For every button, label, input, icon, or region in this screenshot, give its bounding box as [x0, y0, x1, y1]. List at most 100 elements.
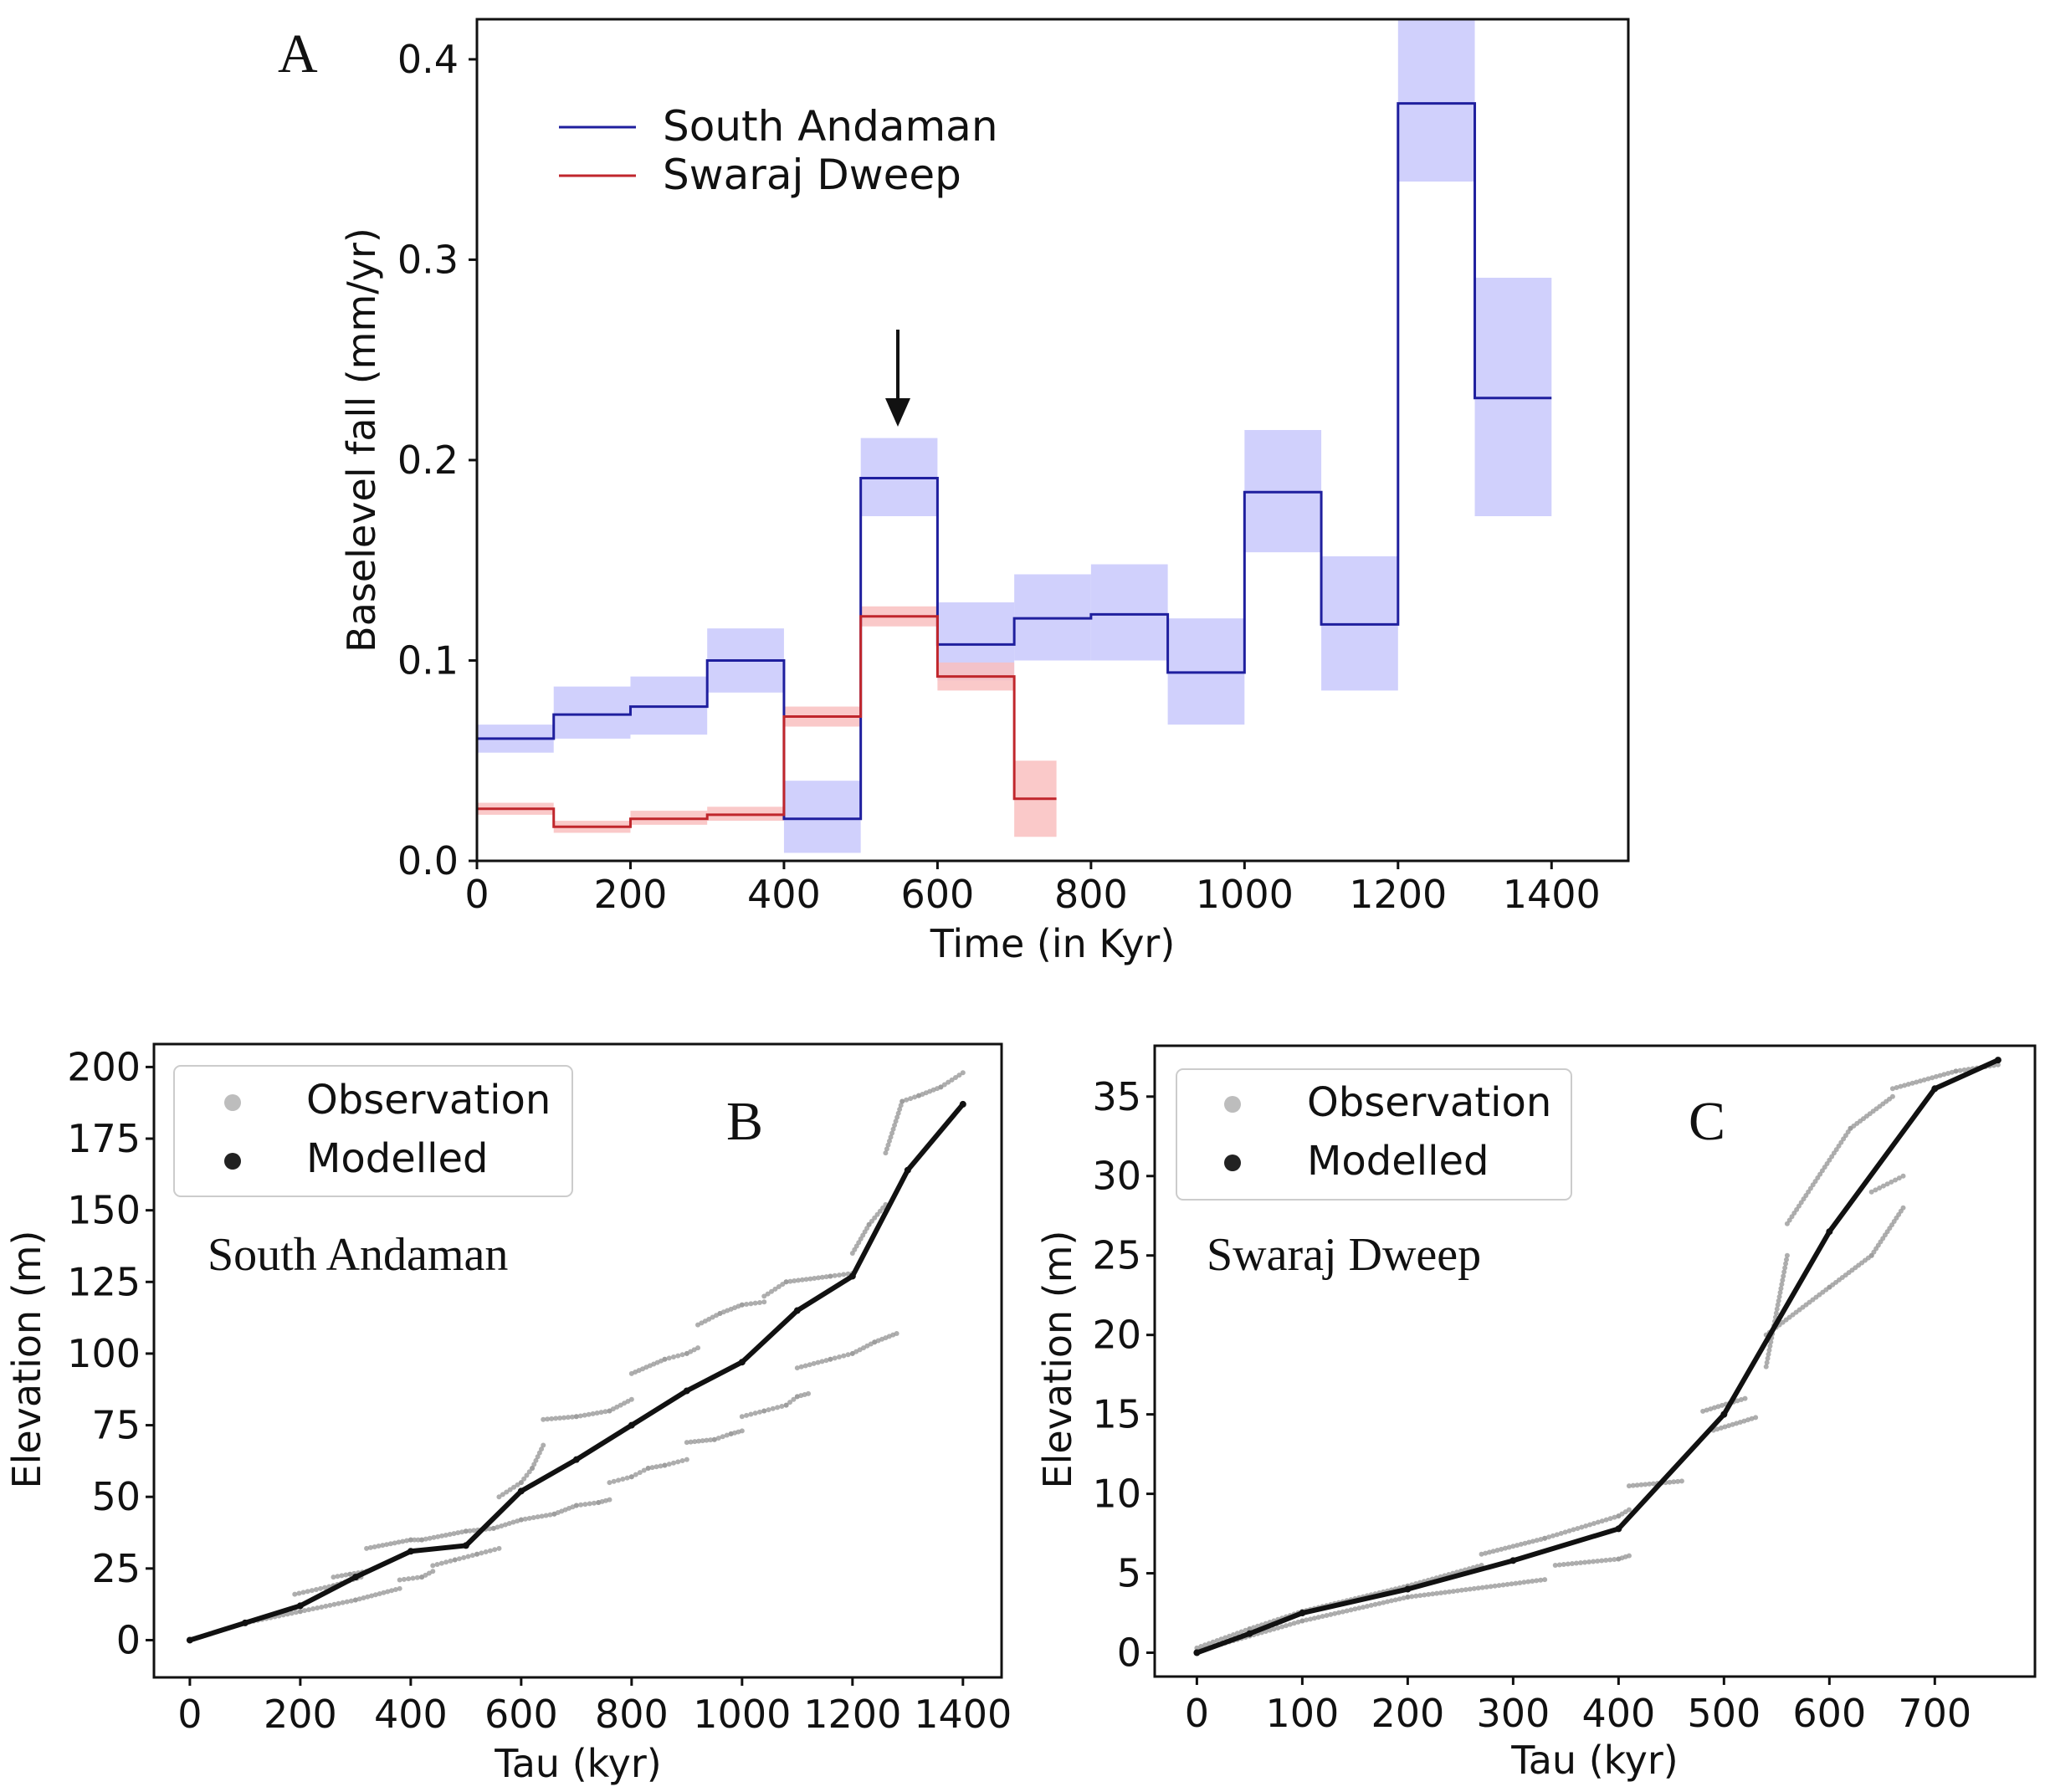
c-observation-point	[1651, 1481, 1657, 1487]
c-ytick-label-15: 15	[1092, 1392, 1141, 1437]
b-observation-point	[783, 1279, 789, 1285]
panel-c: 0 100 200 300 400 500 600 700 0 5 10 15 20 25 30 35 Ta…	[1035, 1044, 2037, 1783]
b-observation-point	[591, 1500, 597, 1506]
a-xtick-label-1000: 1000	[1196, 872, 1294, 917]
b-observation-point	[892, 1122, 898, 1128]
c-observation-point	[1841, 1136, 1847, 1142]
b-observation-point	[868, 1341, 874, 1347]
b-observation-point	[794, 1365, 800, 1371]
c-observation-point	[1630, 1482, 1636, 1488]
b-observation-point	[658, 1463, 664, 1469]
b-observation-point	[899, 1098, 905, 1104]
c-observation-point	[1595, 1558, 1601, 1564]
panel-c-frame	[1153, 1044, 2037, 1678]
b-observation-point	[864, 1343, 870, 1349]
b-observation-point	[384, 1542, 390, 1548]
c-observation-point	[1836, 1143, 1842, 1149]
c-observation-point	[1715, 1404, 1721, 1410]
b-observation-segment-11	[430, 1545, 502, 1569]
b-observation-point	[607, 1408, 612, 1414]
c-ytick-label-30: 30	[1092, 1154, 1141, 1199]
c-observation-point	[1941, 1072, 1947, 1078]
b-observation-point	[499, 1523, 505, 1528]
panel-b-label: B	[726, 1091, 763, 1152]
c-observation-point	[1783, 1261, 1789, 1267]
a-xtick-label-1200: 1200	[1349, 872, 1447, 917]
c-observation-point	[1784, 1252, 1790, 1258]
c-observation-point	[1893, 1177, 1899, 1183]
c-observation-segment-8	[1784, 1093, 1895, 1226]
b-observation-point	[761, 1408, 767, 1414]
b-observation-point	[662, 1356, 668, 1362]
a-xtick-label-400: 400	[747, 872, 821, 917]
c-modelled-point	[1720, 1411, 1728, 1418]
b-observation-point	[356, 1596, 362, 1602]
panel-c-legend-marker-modelled	[1224, 1155, 1241, 1171]
b-observation-point	[620, 1476, 626, 1482]
c-observation-point	[1749, 1416, 1755, 1421]
c-observation-point	[1591, 1559, 1597, 1564]
c-observation-point	[1364, 1603, 1370, 1609]
b-observation-point	[841, 1353, 847, 1359]
c-observation-point	[1675, 1478, 1681, 1484]
b-observation-point	[708, 1437, 714, 1443]
b-observation-point	[435, 1533, 441, 1539]
b-observation-point	[836, 1272, 842, 1278]
b-observation-point	[335, 1574, 341, 1580]
b-observation-point	[401, 1576, 407, 1582]
b-observation-point	[691, 1347, 697, 1353]
c-observation-point	[1376, 1600, 1382, 1606]
b-observation-segment-17	[849, 1201, 889, 1257]
c-observation-point	[1397, 1596, 1402, 1602]
b-observation-point	[339, 1573, 345, 1579]
b-modelled-point	[683, 1387, 690, 1395]
c-observation-point	[1794, 1206, 1800, 1212]
b-observation-point	[607, 1497, 612, 1503]
a-xtick-label-200: 200	[594, 872, 668, 917]
c-modelled-point	[1193, 1649, 1201, 1656]
b-observation-point	[305, 1589, 310, 1595]
b-observation-point	[506, 1521, 512, 1527]
panel-b-y-ticks: 0 25 50 75 100 125 150 175 200	[67, 1044, 154, 1662]
c-observation-point	[1487, 1549, 1493, 1555]
c-observation-point	[1579, 1524, 1585, 1530]
b-observation-point	[372, 1544, 377, 1549]
c-observation-point	[1247, 1626, 1253, 1632]
c-observation-point	[1426, 1591, 1432, 1597]
b-observation-point	[582, 1412, 587, 1418]
b-observation-segment-7	[684, 1428, 745, 1446]
b-observation-point	[832, 1272, 838, 1278]
b-modelled-point	[351, 1574, 359, 1581]
c-observation-point	[1845, 1129, 1851, 1134]
b-modelled-point	[848, 1272, 856, 1280]
b-modelled-point	[186, 1636, 193, 1644]
b-observation-point	[309, 1588, 315, 1594]
c-observation-point	[1995, 1062, 2001, 1068]
c-observation-point	[1900, 1205, 1906, 1211]
b-modelled-point	[517, 1487, 525, 1495]
b-observation-point	[898, 1103, 904, 1108]
c-observation-point	[1742, 1395, 1748, 1401]
c-observation-point	[1791, 1211, 1797, 1216]
arrow-annotation	[885, 330, 910, 427]
b-observation-point	[452, 1557, 458, 1563]
c-observation-point	[1737, 1419, 1743, 1425]
b-observation-point	[496, 1494, 502, 1500]
panel-a-x-ticks: 0 200 400 600 800 1000 1200 1400	[464, 861, 1601, 917]
c-observation-point	[1877, 1185, 1883, 1190]
b-observation-point	[471, 1528, 477, 1533]
c-observation-point	[1784, 1221, 1790, 1226]
c-observation-point	[1591, 1521, 1597, 1527]
c-observation-point	[1372, 1601, 1378, 1607]
panel-a-y-ticks: 0.0 0.1 0.2 0.3 0.4	[397, 37, 477, 883]
c-observation-point	[1833, 1147, 1839, 1153]
c-observation-point	[1575, 1525, 1581, 1531]
c-observation-point	[1796, 1203, 1802, 1209]
c-observation-point	[1949, 1069, 1955, 1075]
b-observation-point	[908, 1096, 914, 1102]
c-observation-point	[1388, 1598, 1394, 1604]
b-observation-point	[526, 1515, 532, 1521]
b-observation-point	[772, 1286, 778, 1292]
b-observation-point	[456, 1556, 462, 1562]
b-observation-point	[461, 1554, 467, 1560]
